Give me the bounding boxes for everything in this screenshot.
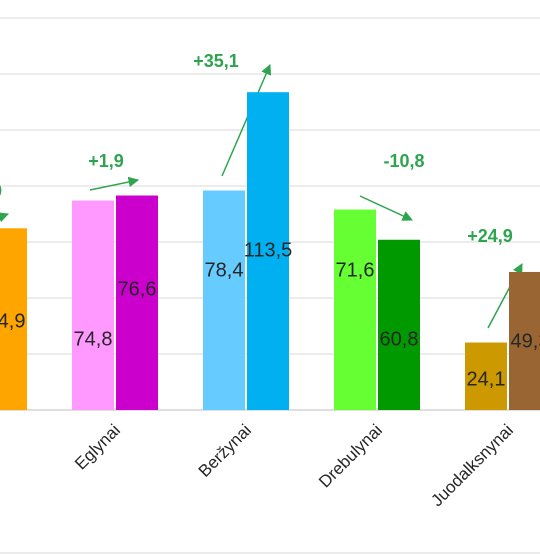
value-label: 49,3 xyxy=(511,330,540,352)
value-label: 113,5 xyxy=(244,239,293,261)
bar xyxy=(0,228,27,410)
value-label: 74,8 xyxy=(74,328,113,350)
x-tick-label: Eglynai xyxy=(71,421,124,474)
x-tick-label: Beržynai xyxy=(195,421,255,481)
value-label: 71,6 xyxy=(336,259,375,281)
change-label: 9 xyxy=(0,181,2,201)
bar xyxy=(509,271,540,410)
arrow xyxy=(359,195,413,221)
arrow xyxy=(0,212,9,223)
x-tick-label: Juodalksnynai xyxy=(427,421,517,511)
bar xyxy=(334,209,376,410)
bar xyxy=(247,92,289,410)
bar xyxy=(203,190,245,410)
change-label: +35,1 xyxy=(193,51,239,71)
bar xyxy=(116,195,158,410)
change-label: +1,9 xyxy=(88,151,124,171)
x-tick-label: Drebulynai xyxy=(315,421,386,492)
value-label: 24,1 xyxy=(467,368,506,390)
bar xyxy=(72,200,114,410)
value-label: 60,8 xyxy=(380,328,419,350)
value-label: 76,6 xyxy=(118,278,157,300)
change-label: +24,9 xyxy=(467,226,513,246)
bar xyxy=(378,239,420,410)
arrow xyxy=(221,64,272,177)
bar xyxy=(465,342,507,410)
value-label: 78,4 xyxy=(205,259,244,281)
value-label: 64,9 xyxy=(0,310,25,332)
arrow xyxy=(89,176,140,191)
change-label: -10,8 xyxy=(383,151,424,171)
